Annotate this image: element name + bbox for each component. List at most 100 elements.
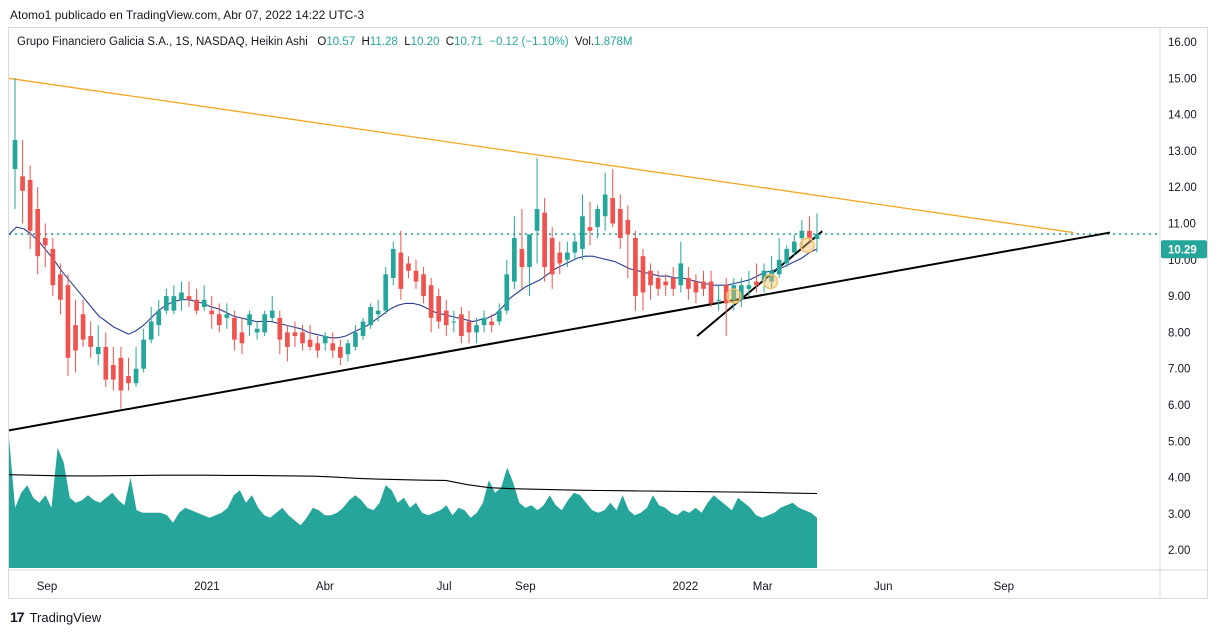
candle bbox=[784, 245, 790, 268]
candle-body bbox=[330, 343, 336, 351]
candle bbox=[103, 332, 109, 387]
candle bbox=[421, 267, 426, 304]
candle-body bbox=[459, 314, 464, 337]
x-tick-label: Jun bbox=[874, 581, 893, 593]
y-tick-label: 9.00 bbox=[1168, 291, 1190, 303]
candle-body bbox=[610, 198, 616, 224]
highlight-marker bbox=[726, 288, 742, 304]
candle bbox=[595, 205, 600, 239]
last-price-badge-label: 10.29 bbox=[1168, 244, 1197, 256]
candle-body bbox=[474, 325, 479, 333]
legend-symbol: Grupo Financiero Galicia S.A., 1S, NASDA… bbox=[17, 36, 308, 48]
candle-body bbox=[390, 248, 396, 278]
candle-body bbox=[481, 317, 487, 326]
candle bbox=[307, 325, 313, 351]
legend-low-label: L bbox=[404, 36, 411, 48]
tradingview-logo[interactable]: 17 TradingView bbox=[10, 609, 101, 625]
candle-body bbox=[141, 339, 146, 369]
candle bbox=[519, 208, 525, 289]
candle-body bbox=[738, 285, 744, 300]
legend-volume-label: Vol. bbox=[574, 36, 595, 48]
candle-body bbox=[224, 314, 230, 318]
candle-body bbox=[663, 281, 669, 286]
candle-body bbox=[814, 234, 820, 240]
candle bbox=[686, 267, 691, 300]
candle bbox=[216, 303, 222, 333]
tradingview-brand: TradingView bbox=[29, 609, 102, 625]
candle-body bbox=[50, 248, 56, 286]
candle-body bbox=[428, 285, 434, 318]
candle-body bbox=[421, 274, 426, 297]
x-tick-label: Sep bbox=[37, 581, 57, 593]
candle bbox=[564, 241, 570, 268]
candle bbox=[156, 299, 162, 337]
candle-body bbox=[111, 365, 116, 380]
legend-change: −0.12 (−1.10%) bbox=[489, 36, 569, 48]
candle bbox=[474, 317, 479, 344]
candle-body bbox=[239, 332, 245, 344]
candle-body bbox=[466, 321, 472, 333]
candle bbox=[701, 270, 706, 297]
candle bbox=[35, 187, 41, 275]
candle bbox=[209, 296, 215, 329]
candle bbox=[738, 277, 744, 307]
candle bbox=[746, 270, 752, 297]
candle-body bbox=[345, 343, 351, 355]
candle bbox=[617, 194, 623, 249]
candle-body bbox=[42, 238, 48, 246]
candle bbox=[534, 158, 540, 264]
candle bbox=[633, 230, 638, 311]
candle bbox=[95, 325, 101, 366]
candle bbox=[383, 267, 389, 315]
candle bbox=[20, 140, 25, 224]
candle-body bbox=[534, 208, 540, 231]
candle-body bbox=[201, 299, 207, 307]
candle bbox=[814, 213, 820, 253]
trendlines-layer bbox=[8, 77, 1160, 432]
candle bbox=[232, 310, 237, 351]
candle bbox=[572, 234, 578, 260]
candle-body bbox=[527, 234, 532, 268]
legend-high-label: H bbox=[361, 36, 370, 48]
candle bbox=[708, 270, 714, 307]
candle-body bbox=[686, 277, 691, 289]
candle bbox=[625, 205, 631, 278]
candle-body bbox=[285, 332, 290, 347]
candle-body bbox=[126, 375, 131, 384]
candle bbox=[406, 256, 411, 278]
candle-body bbox=[300, 332, 305, 344]
candle-body bbox=[383, 274, 389, 311]
candle bbox=[133, 346, 139, 387]
candle-body bbox=[557, 252, 563, 264]
candle-body bbox=[27, 179, 33, 231]
candle bbox=[360, 317, 366, 340]
candle bbox=[337, 339, 343, 366]
candle-body bbox=[360, 321, 366, 337]
candle-body bbox=[65, 285, 71, 358]
candle-body bbox=[617, 208, 623, 239]
candle bbox=[27, 165, 33, 249]
candle-body bbox=[731, 285, 737, 300]
candle-body bbox=[640, 256, 646, 293]
x-tick-label: Mar bbox=[753, 581, 773, 593]
y-tick-label: 8.00 bbox=[1168, 327, 1190, 339]
candle bbox=[663, 274, 669, 297]
candle bbox=[277, 310, 283, 355]
candle-body bbox=[572, 241, 578, 253]
candle bbox=[148, 306, 154, 344]
candle-body bbox=[602, 194, 608, 217]
candle-body bbox=[163, 296, 169, 311]
candle-body bbox=[186, 296, 192, 300]
candle-body bbox=[262, 314, 268, 333]
candle-body bbox=[12, 140, 18, 170]
x-tick-label: Sep bbox=[994, 581, 1014, 593]
symbol-legend: Grupo Financiero Galicia S.A., 1S, NASDA… bbox=[17, 36, 632, 48]
candle bbox=[42, 223, 48, 268]
candle bbox=[670, 267, 676, 297]
volume-layer bbox=[8, 437, 818, 568]
candle bbox=[481, 310, 487, 333]
candle bbox=[791, 234, 797, 257]
candle-body bbox=[655, 277, 661, 289]
candle-body bbox=[807, 230, 812, 239]
